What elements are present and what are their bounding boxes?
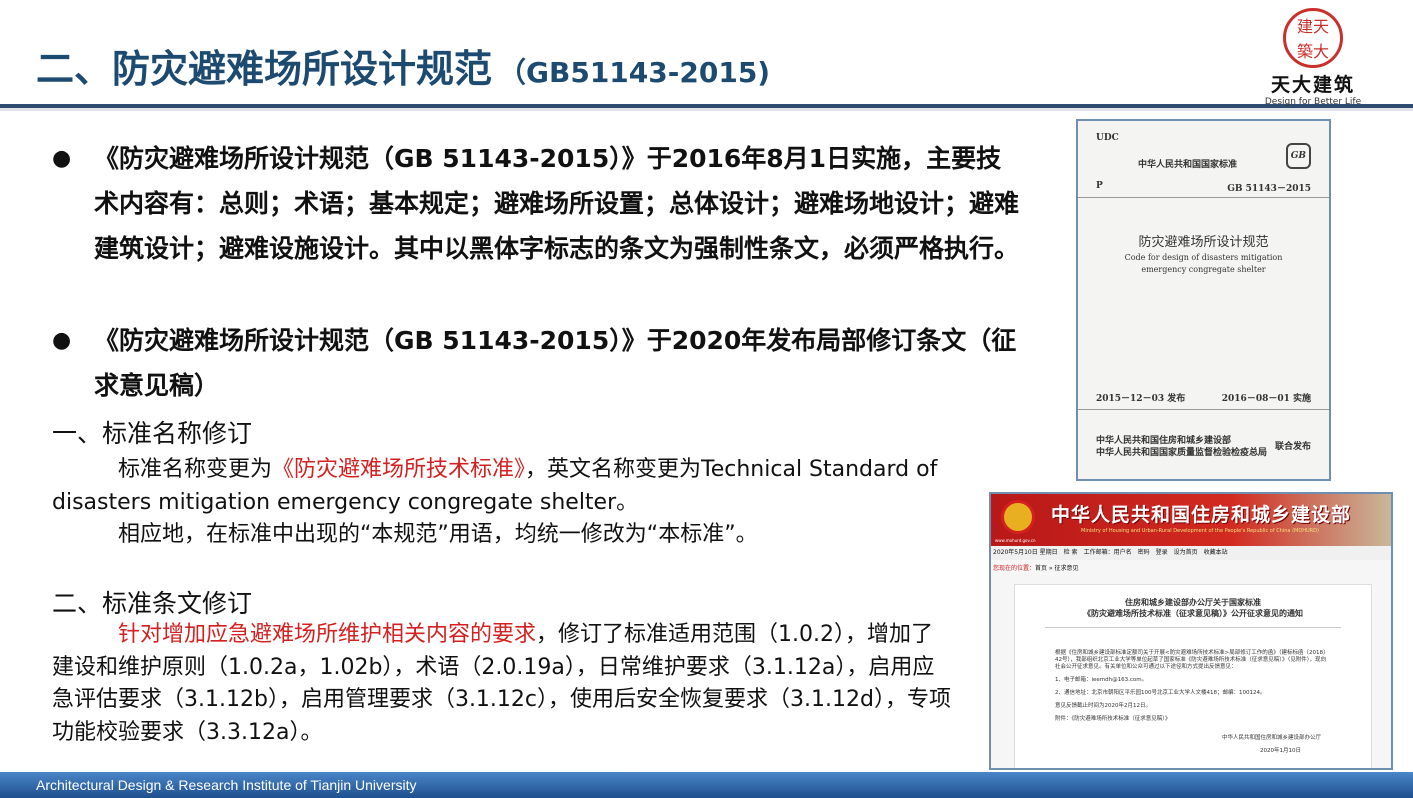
crumb-label: 您现在的位置： (993, 565, 1036, 572)
bullet-icon: ● (52, 328, 72, 353)
website-toolbar: 2020年5月10日 星期日检 索工作邮箱：用户名 密码 登录 设为首页 收藏本站 (991, 546, 1391, 560)
logo: 建天 築大 天大建筑 Design for Better Life (1258, 8, 1368, 107)
bullet-item: ● 《防灾避难场所设计规范（GB 51143-2015）》于2020年发布局部修订… (52, 318, 1022, 408)
bullet-text: 《防灾避难场所设计规范（GB 51143-2015）》于2016年8月1日实施，… (94, 144, 1020, 263)
p-label: P (1096, 181, 1103, 191)
text: ，修订了标准适用范围（1.0.2），增加了建设和维护原则（1.0.2a，1.02… (52, 622, 951, 745)
notice-body: 根据《住房和城乡建设部标准定额司关于开展<防灾避难场所技术标准>局部修订工作的函… (1055, 650, 1329, 670)
website-url: www.mohurd.gov.cn (995, 538, 1036, 543)
notice-body: 附件：《防灾避难场所技术标准（征求意见稿）》 (1055, 716, 1171, 722)
website-banner: 中华人民共和国住房和城乡建设部 Ministry of Housing and … (991, 494, 1391, 546)
header-divider-shadow (0, 108, 1413, 111)
logo-tagline: Design for Better Life (1264, 97, 1362, 107)
national-standard-label: 中华人民共和国国家标准 (1138, 160, 1238, 170)
issuer-2: 中华人民共和国国家质量监督检验检疫总局 (1096, 448, 1268, 458)
bullet-item: ● 《防灾避难场所设计规范（GB 51143-2015）》于2016年8月1日实施… (52, 136, 1022, 271)
password-label: 密码 (1137, 549, 1150, 556)
notice-date: 2020年1月10日 (1260, 748, 1301, 754)
udc-label: UDC (1096, 133, 1119, 143)
notice-body: 1、电子邮箱：ieemdh@163.com。 (1055, 677, 1148, 683)
website-breadcrumb: 您现在的位置：首页 » 征求意见 (991, 560, 1391, 575)
title-text: 二、防灾避难场所设计规范 (36, 47, 493, 91)
notice-title-2: 《防灾避难场所技术标准（征求意见稿）》公开征求意见的通知 (1083, 609, 1303, 618)
effective-date: 2016－08－01 实施 (1221, 394, 1311, 404)
banner-title: 中华人民共和国住房和城乡建设部 (1051, 504, 1352, 526)
ministry-webpage-screenshot: 中华人民共和国住房和城乡建设部 Ministry of Housing and … (989, 492, 1393, 770)
section1-paragraph2: 相应地，在标准中出现的“本规范”用语，均统一修改为“本标准”。 (118, 522, 758, 547)
standard-cover-image: UDC 中华人民共和国国家标准 GB P GB 51143－2015 防灾避难场… (1076, 119, 1331, 481)
standard-code: GB 51143－2015 (1227, 184, 1311, 194)
footer-bar: Architectural Design & Research Institut… (0, 772, 1413, 798)
logo-brand: 天大建筑 (1270, 74, 1355, 96)
slide-title: 二、防灾避难场所设计规范 （GB51143-2015) (36, 38, 770, 93)
bullet-text: 《防灾避难场所设计规范（GB 51143-2015）》于2020年发布局部修订条… (94, 326, 1017, 400)
divider (1078, 197, 1329, 198)
bullet-icon: ● (52, 146, 72, 171)
title-code: （GB51143-2015) (498, 56, 771, 89)
notice-body: 意见反馈截止时间为2020年2月12日。 (1055, 703, 1151, 709)
text: 标准名称变更为 (118, 457, 273, 482)
notice-body: 2、通信地址：北京市朝阳区平乐园100号北京工业大学人文楼418；邮编：1001… (1055, 690, 1266, 696)
cover-title-en2: emergency congregate shelter (1141, 265, 1266, 274)
crumb-path: 首页 » 征求意见 (1035, 565, 1079, 572)
set-homepage-link: 设为首页 (1173, 549, 1198, 556)
divider (1045, 627, 1341, 628)
divider (1078, 409, 1329, 410)
mail-label: 工作邮箱：用户名 (1083, 549, 1132, 556)
issue-date: 2015－12－03 发布 (1096, 394, 1186, 404)
highlight-text: 针对增加应急避难场所维护相关内容的要求 (118, 622, 537, 647)
banner-subtitle: Ministry of Housing and Urban-Rural Deve… (1081, 528, 1319, 534)
gb-logo: GB (1285, 143, 1311, 169)
header-divider (0, 104, 1413, 108)
section1-paragraph1: 标准名称变更为《防灾避难场所技术标准》，英文名称变更为Technical Sta… (52, 454, 952, 519)
joint-issue: 联合发布 (1274, 442, 1311, 452)
cover-title-en1: Code for design of disasters mitigation (1124, 253, 1283, 262)
section-heading: 二、标准条文修订 (52, 589, 253, 618)
cover-title-cn: 防灾避难场所设计规范 (1138, 235, 1269, 250)
date-text: 2020年5月10日 星期日 (993, 549, 1058, 556)
seal-icon: 建天 築大 (1283, 8, 1343, 68)
notice-title-1: 住房和城乡建设部办公厅关于国家标准 (1125, 598, 1261, 607)
issuer-1: 中华人民共和国住房和城乡建设部 (1096, 436, 1232, 446)
login-button: 登录 (1155, 549, 1168, 556)
search-button: 检 索 (1063, 549, 1078, 556)
section2-paragraph: 针对增加应急避难场所维护相关内容的要求，修订了标准适用范围（1.0.2），增加了… (52, 619, 952, 749)
section-heading: 一、标准名称修订 (52, 419, 253, 448)
national-emblem-icon (1001, 500, 1035, 534)
notice-card: 住房和城乡建设部办公厅关于国家标准 《防灾避难场所技术标准（征求意见稿）》公开征… (1014, 584, 1372, 768)
bookmark-link: 收藏本站 (1203, 549, 1228, 556)
highlight-text: 《防灾避难场所技术标准》 (272, 457, 526, 482)
text: ，英文名称变更为Technical Standard of disasters … (52, 457, 938, 515)
notice-signer: 中华人民共和国住房和城乡建设部办公厅 (1221, 735, 1321, 741)
